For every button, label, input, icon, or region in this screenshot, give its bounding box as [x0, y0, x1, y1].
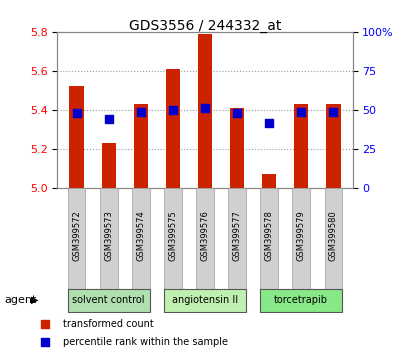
Point — [265, 120, 272, 126]
Bar — [229, 108, 244, 188]
Text: GDS3556 / 244332_at: GDS3556 / 244332_at — [128, 19, 281, 34]
Point — [250, 250, 257, 255]
Text: GSM399579: GSM399579 — [296, 211, 305, 261]
Text: GSM399574: GSM399574 — [136, 211, 145, 261]
Point — [250, 88, 257, 94]
Bar — [69, 86, 84, 188]
Point — [105, 117, 112, 122]
Point — [169, 107, 176, 113]
Point — [201, 105, 208, 110]
Bar — [133, 104, 148, 188]
Text: GSM399576: GSM399576 — [200, 211, 209, 262]
Bar — [228, 188, 245, 289]
Bar — [197, 34, 212, 188]
Bar — [324, 188, 342, 289]
Text: angiotensin II: angiotensin II — [171, 295, 238, 305]
Point — [73, 110, 80, 115]
Bar — [260, 188, 277, 289]
Text: solvent control: solvent control — [72, 295, 145, 305]
Text: GSM399578: GSM399578 — [264, 211, 273, 262]
Text: GSM399575: GSM399575 — [168, 211, 177, 261]
Text: ▶: ▶ — [31, 295, 38, 305]
Text: torcetrapib: torcetrapib — [274, 295, 328, 305]
Bar — [67, 188, 85, 289]
Text: GSM399580: GSM399580 — [328, 211, 337, 261]
Point — [329, 109, 336, 115]
Text: transformed count: transformed count — [63, 319, 153, 329]
Bar — [101, 143, 116, 188]
Point — [297, 109, 304, 115]
Point — [137, 109, 144, 115]
Bar — [261, 174, 276, 188]
Text: GSM399573: GSM399573 — [104, 211, 113, 262]
Bar — [164, 289, 245, 312]
Text: percentile rank within the sample: percentile rank within the sample — [63, 337, 227, 347]
Bar — [132, 188, 149, 289]
Text: GSM399577: GSM399577 — [232, 211, 241, 262]
Text: GSM399572: GSM399572 — [72, 211, 81, 261]
Bar — [67, 289, 149, 312]
Bar — [165, 69, 180, 188]
Bar — [325, 104, 340, 188]
Bar — [196, 188, 213, 289]
Bar — [293, 104, 308, 188]
Bar — [100, 188, 117, 289]
Bar — [292, 188, 309, 289]
Bar — [164, 188, 181, 289]
Text: agent: agent — [4, 295, 36, 305]
Point — [233, 110, 240, 116]
Bar — [260, 289, 342, 312]
